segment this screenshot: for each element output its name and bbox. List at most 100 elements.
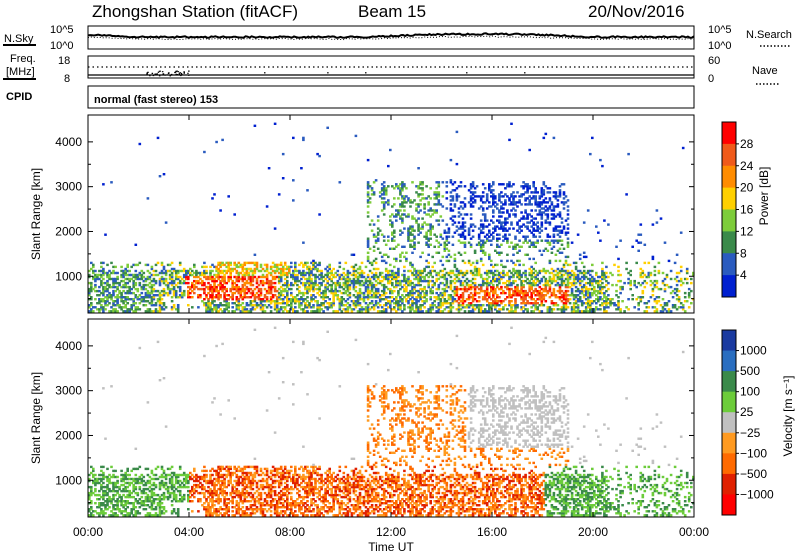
radar-cell [449, 302, 453, 305]
radar-cell [584, 291, 588, 295]
radar-cell [338, 300, 342, 303]
radar-cell [106, 263, 109, 267]
radar-cell [136, 502, 140, 505]
radar-cell [405, 195, 408, 198]
radar-cell [170, 281, 174, 285]
radar-cell [554, 304, 558, 307]
radar-cell [633, 283, 636, 287]
radar-cell [94, 283, 97, 287]
radar-cell [372, 249, 376, 252]
radar-cell [304, 291, 307, 295]
radar-cell [500, 221, 503, 224]
radar-cell [540, 291, 544, 295]
radar-cell [263, 310, 267, 313]
radar-cell [461, 294, 465, 297]
radar-cell [154, 308, 158, 311]
radar-cell [546, 201, 550, 204]
radar-cell [132, 304, 135, 307]
radar-cell [560, 273, 564, 277]
radar-cell [548, 243, 552, 246]
radar-cell [372, 259, 376, 263]
radar-cell [637, 308, 640, 311]
radar-cell [229, 263, 232, 267]
radar-cell [112, 308, 115, 311]
radar-cell [108, 479, 111, 483]
radar-cell [316, 152, 319, 156]
radar-cell [437, 219, 441, 222]
radar-cell [225, 269, 228, 273]
radar-cell [437, 296, 441, 299]
radar-cell [308, 277, 311, 281]
radar-cell [330, 306, 333, 309]
radar-cell [675, 287, 679, 291]
radar-cell [475, 285, 479, 289]
radar-cell [150, 273, 154, 277]
radar-cell [275, 265, 279, 269]
radar-cell [261, 281, 265, 285]
radar-cell [542, 304, 546, 307]
radar-cell [477, 306, 481, 309]
radar-cell [372, 285, 376, 289]
radar-cell [302, 294, 305, 297]
radar-cell [629, 269, 632, 273]
radar-cell [259, 302, 263, 305]
radar-cell [530, 306, 533, 309]
radar-cell [162, 291, 166, 295]
radar-cell [249, 304, 253, 307]
radar-cell [449, 195, 453, 198]
radar-cell [528, 185, 531, 188]
radar-cell [251, 279, 255, 283]
radar-cell [112, 265, 115, 269]
radar-cell [102, 498, 105, 501]
radar-cell [451, 197, 455, 200]
radar-cell [586, 302, 590, 305]
radar-cell [249, 310, 253, 313]
radar-cell [401, 203, 404, 206]
radar-cell [490, 302, 493, 305]
radar-cell [346, 289, 350, 293]
radar-cell [235, 308, 239, 311]
radar-cell [235, 298, 239, 301]
radar-cell [340, 285, 344, 289]
radar-cell [160, 263, 164, 267]
radar-cell [265, 267, 269, 271]
radar-cell [336, 281, 340, 285]
radar-cell [225, 300, 228, 303]
radar-cell [645, 275, 649, 279]
radar-cell [488, 304, 491, 307]
radar-cell [477, 271, 481, 275]
radar-cell [419, 255, 422, 259]
radar-cell [411, 229, 414, 232]
radar-cell [308, 283, 311, 287]
radar-cell [233, 261, 236, 265]
radar-cell [641, 296, 645, 299]
radar-cell [566, 231, 570, 234]
radar-cell [205, 308, 208, 311]
radar-cell [324, 283, 327, 287]
radar-cell [195, 279, 198, 283]
radar-cell [477, 233, 481, 236]
radar-cell [160, 261, 164, 265]
radar-cell [544, 219, 548, 222]
radar-cell [328, 267, 331, 271]
radar-cell [479, 205, 483, 208]
radar-cell [243, 261, 247, 265]
radar-cell [207, 291, 210, 295]
radar-cell [118, 306, 121, 309]
radar-cell [459, 269, 463, 273]
radar-cell [185, 275, 188, 279]
radar-cell [108, 275, 111, 279]
radar-cell [421, 287, 424, 291]
radar-cell [243, 271, 247, 275]
radar-cell [532, 245, 535, 248]
radar-cell [277, 281, 281, 285]
radar-cell [247, 277, 251, 281]
nave-right-tick-bottom: 0 [708, 73, 714, 85]
radar-cell [475, 269, 479, 273]
radar-cell [304, 283, 307, 287]
radar-cell [148, 498, 152, 501]
radar-cell [492, 201, 495, 204]
radar-cell [326, 302, 329, 305]
radar-cell [488, 283, 491, 287]
radar-cell [560, 310, 564, 313]
